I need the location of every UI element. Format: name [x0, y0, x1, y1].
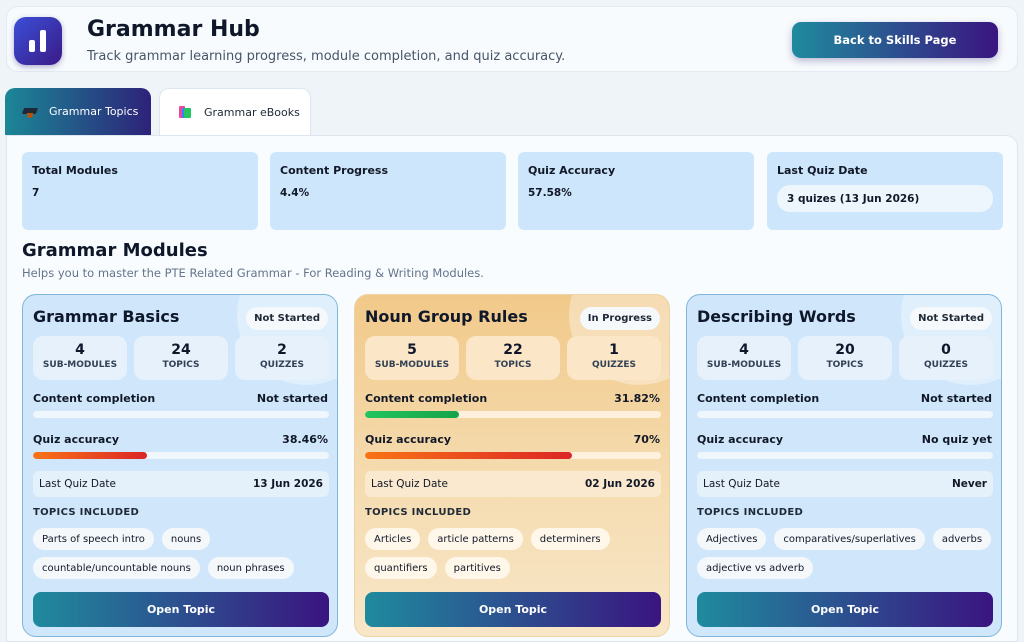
- quiz-accuracy-label: Quiz accuracy: [365, 433, 452, 446]
- main-panel: Total Modules 7 Content Progress 4.4% Qu…: [6, 135, 1018, 642]
- content-completion-label: Content completion: [33, 392, 156, 405]
- topic-chips: Articles article patterns determiners quant…: [365, 528, 665, 579]
- bar-chart-icon: [14, 17, 62, 65]
- tab-label: Grammar eBooks: [204, 105, 300, 119]
- open-topic-button[interactable]: Open Topic: [365, 592, 661, 627]
- stat-value: 7: [32, 187, 40, 199]
- topics-heading: TOPICS INCLUDED: [33, 507, 140, 518]
- sub-modules-stat: 4 SUB-MODULES: [33, 336, 127, 380]
- stat-card-content-progress: Content Progress 4.4%: [270, 152, 506, 230]
- quiz-accuracy-bar: [33, 452, 329, 459]
- content-completion-label: Content completion: [365, 392, 488, 405]
- topic-chip: quantifiers: [365, 557, 437, 579]
- content-progress-bar: [33, 411, 329, 418]
- topic-chips: Parts of speech intro nouns countable/unco…: [33, 528, 333, 579]
- stat-value: 3 quizes (13 Jun 2026): [777, 185, 993, 212]
- content-progress-bar: [697, 411, 993, 418]
- tab-grammar-topics[interactable]: Grammar Topics: [5, 88, 151, 135]
- graduation-cap-icon: [23, 105, 37, 119]
- topics-stat: 24 TOPICS: [134, 336, 228, 380]
- quiz-accuracy-value: 70%: [633, 433, 660, 446]
- page-header: Grammar Hub Track grammar learning progr…: [6, 6, 1018, 72]
- topic-chip: adverbs: [932, 528, 992, 550]
- topic-chip: article patterns: [428, 528, 523, 550]
- module-title: Grammar Basics: [33, 307, 180, 326]
- status-badge: Not Started: [910, 307, 992, 330]
- stat-value: 57.58%: [528, 187, 572, 199]
- topic-chip: noun phrases: [207, 557, 294, 579]
- topics-heading: TOPICS INCLUDED: [697, 507, 804, 518]
- module-card-grammar-basics: Grammar Basics Not Started 4 SUB-MODULES…: [22, 294, 338, 637]
- topic-chip: Adjectives: [697, 528, 767, 550]
- topic-chip: determiners: [530, 528, 610, 550]
- content-progress-bar: [365, 411, 661, 418]
- topic-chip: Articles: [365, 528, 421, 550]
- open-topic-button[interactable]: Open Topic: [697, 592, 993, 627]
- topics-stat: 20 TOPICS: [798, 336, 892, 380]
- sub-modules-stat: 4 SUB-MODULES: [697, 336, 791, 380]
- section-subtitle: Helps you to master the PTE Related Gram…: [22, 266, 484, 280]
- quiz-accuracy-label: Quiz accuracy: [697, 433, 784, 446]
- page-subtitle: Track grammar learning progress, module …: [87, 49, 566, 64]
- topic-chip: countable/uncountable nouns: [33, 557, 200, 579]
- stat-label: Quiz Accuracy: [528, 164, 616, 177]
- quiz-accuracy-bar: [365, 452, 661, 459]
- status-badge: In Progress: [579, 307, 660, 330]
- stat-card-total-modules: Total Modules 7: [22, 152, 258, 230]
- page-title: Grammar Hub: [87, 17, 260, 42]
- topics-heading: TOPICS INCLUDED: [365, 507, 472, 518]
- module-card-describing-words: Describing Words Not Started 4 SUB-MODUL…: [686, 294, 1002, 637]
- tab-label: Grammar Topics: [49, 105, 139, 118]
- topic-chips: Adjectives comparatives/superlatives adver…: [697, 528, 997, 579]
- open-topic-button[interactable]: Open Topic: [33, 592, 329, 627]
- topic-chip: adjective vs adverb: [697, 557, 814, 579]
- module-title: Describing Words: [697, 307, 856, 326]
- topic-chip: partitives: [444, 557, 510, 579]
- topic-chip: Parts of speech intro: [33, 528, 154, 550]
- content-completion-value: Not started: [920, 392, 992, 405]
- quiz-accuracy-value: 38.46%: [282, 433, 328, 446]
- section-title: Grammar Modules: [22, 240, 208, 261]
- stat-value: 4.4%: [280, 187, 310, 199]
- sub-modules-stat: 5 SUB-MODULES: [365, 336, 459, 380]
- quizzes-stat: 1 QUIZZES: [567, 336, 661, 380]
- back-to-skills-button[interactable]: Back to Skills Page: [792, 22, 998, 58]
- last-quiz-row: Last Quiz Date 13 Jun 2026: [33, 471, 329, 497]
- books-icon: [178, 105, 192, 119]
- last-quiz-row: Last Quiz Date Never: [697, 471, 993, 497]
- topic-chip: comparatives/superlatives: [774, 528, 925, 550]
- quizzes-stat: 2 QUIZZES: [235, 336, 329, 380]
- status-badge: Not Started: [246, 307, 328, 330]
- stat-card-last-quiz-date: Last Quiz Date 3 quizes (13 Jun 2026): [767, 152, 1003, 230]
- stat-label: Last Quiz Date: [777, 164, 868, 177]
- stat-label: Content Progress: [280, 164, 388, 177]
- stat-card-quiz-accuracy: Quiz Accuracy 57.58%: [518, 152, 754, 230]
- quiz-accuracy-value: No quiz yet: [921, 433, 992, 446]
- module-title: Noun Group Rules: [365, 307, 528, 326]
- stat-label: Total Modules: [32, 164, 118, 177]
- quizzes-stat: 0 QUIZZES: [899, 336, 993, 380]
- module-card-noun-group-rules: Noun Group Rules In Progress 5 SUB-MODUL…: [354, 294, 670, 637]
- topic-chip: nouns: [161, 528, 211, 550]
- content-completion-value: 31.82%: [614, 392, 660, 405]
- quiz-accuracy-label: Quiz accuracy: [33, 433, 120, 446]
- quiz-accuracy-bar: [697, 452, 993, 459]
- topics-stat: 22 TOPICS: [466, 336, 560, 380]
- content-completion-value: Not started: [256, 392, 328, 405]
- tab-grammar-ebooks[interactable]: Grammar eBooks: [159, 88, 311, 135]
- last-quiz-row: Last Quiz Date 02 Jun 2026: [365, 471, 661, 497]
- content-completion-label: Content completion: [697, 392, 820, 405]
